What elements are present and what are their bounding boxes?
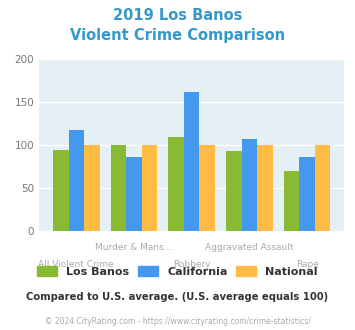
Bar: [226, 151, 242, 231]
Bar: [111, 145, 126, 231]
Bar: [242, 139, 257, 231]
Text: © 2024 CityRating.com - https://www.cityrating.com/crime-statistics/: © 2024 CityRating.com - https://www.city…: [45, 317, 310, 326]
Bar: [299, 157, 315, 231]
Bar: [315, 145, 331, 231]
Text: Aggravated Assault: Aggravated Assault: [205, 243, 294, 252]
Bar: [284, 171, 299, 231]
Bar: [257, 145, 273, 231]
Bar: [142, 145, 157, 231]
Text: Compared to U.S. average. (U.S. average equals 100): Compared to U.S. average. (U.S. average …: [26, 292, 329, 302]
Bar: [168, 137, 184, 231]
Text: Robbery: Robbery: [173, 260, 211, 269]
Text: 2019 Los Banos: 2019 Los Banos: [113, 8, 242, 23]
Bar: [200, 145, 215, 231]
Text: Murder & Mans...: Murder & Mans...: [95, 243, 173, 252]
Text: Rape: Rape: [296, 260, 318, 269]
Bar: [69, 130, 84, 231]
Bar: [126, 157, 142, 231]
Legend: Los Banos, California, National: Los Banos, California, National: [33, 261, 322, 281]
Bar: [53, 150, 69, 231]
Bar: [84, 145, 100, 231]
Text: All Violent Crime: All Violent Crime: [38, 260, 114, 269]
Bar: [184, 92, 200, 231]
Text: Violent Crime Comparison: Violent Crime Comparison: [70, 28, 285, 43]
